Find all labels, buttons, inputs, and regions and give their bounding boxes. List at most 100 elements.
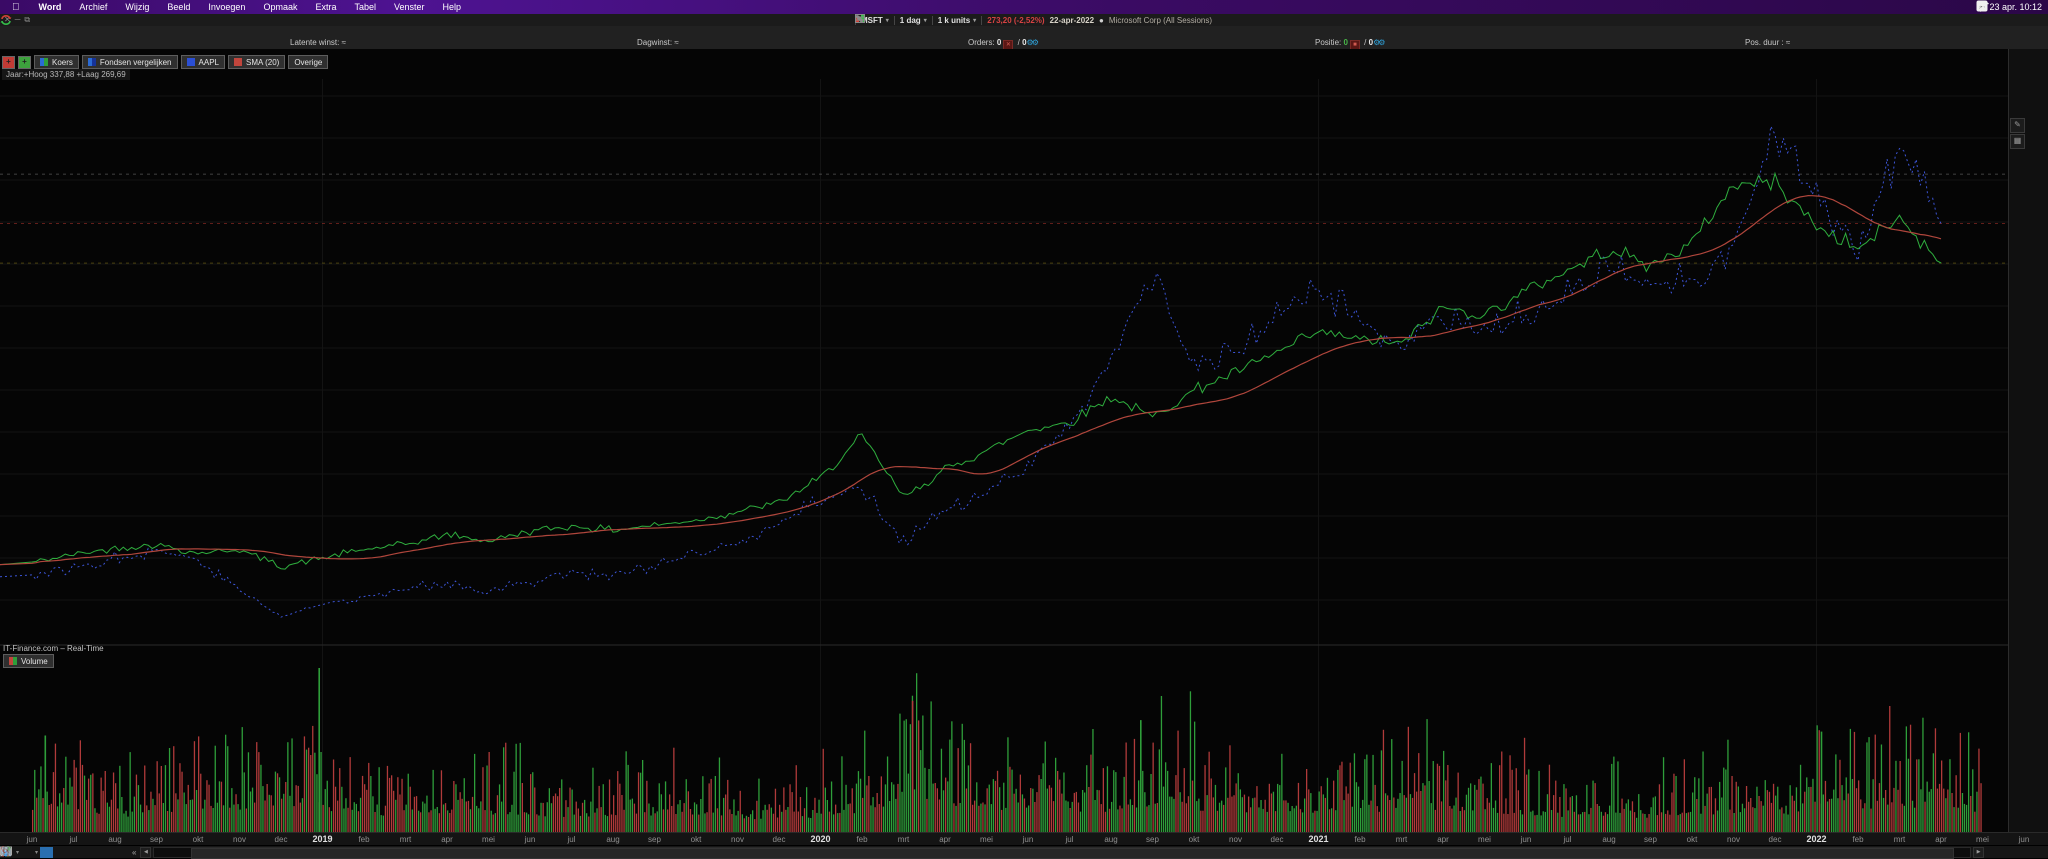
date-axis[interactable]: jun jul aug sep okt nov dec 2019 feb mrt apr mei jun… (0, 832, 2048, 846)
date-label-dec-30: dec (1270, 835, 1284, 844)
collapse-toolbar-icon[interactable]: « (132, 847, 137, 857)
candlestick-icon[interactable] (1, 846, 98, 858)
zoom-selection-icon[interactable] (0, 846, 1999, 858)
save-icon[interactable] (0, 846, 83, 858)
chevron-down-icon[interactable]: ▾ (16, 849, 20, 856)
refresh-icon[interactable] (0, 15, 12, 25)
position-count2: 0 (1368, 38, 1374, 47)
date-label-apr-10: apr (441, 835, 453, 844)
date-label-apr-46: apr (1935, 835, 1947, 844)
date-label-apr-22: apr (939, 835, 951, 844)
date-label-mrt-45: mrt (1893, 835, 1906, 844)
indicator-tool-icon[interactable] (0, 846, 34, 858)
volume-spike (1140, 720, 1142, 832)
ticker-toolbar: MSFT ▾ 1 dag ▾ 1 k units ▾ 273,20 (-2,52%) … (855, 14, 1212, 26)
menu-help[interactable]: Help (435, 2, 462, 12)
sell-plus-button[interactable]: + (2, 55, 15, 69)
buy-plus-button[interactable]: + (18, 55, 31, 69)
date-label-dec-6: dec (274, 835, 288, 844)
menu-wijzig[interactable]: Wijzig (117, 2, 149, 12)
volume-spike (1820, 731, 1823, 832)
position-duration-label: Pos. duur : ≈ (1745, 38, 1791, 47)
date-label-mrt-33: mrt (1395, 835, 1408, 844)
date-label-feb-8: feb (358, 835, 370, 844)
units-dropdown[interactable]: 1 k units ▾ (937, 15, 977, 25)
legend-tab-aapl[interactable]: AAPL (180, 55, 225, 69)
volume-spike (318, 668, 320, 832)
zoom-in-icon[interactable] (1, 846, 2029, 858)
menu-beeld[interactable]: Beeld (159, 2, 190, 12)
date-label-jun-12: jun (524, 835, 536, 844)
pen-settings-icon[interactable]: ✎ (2010, 118, 2025, 133)
phone-orders-icon[interactable] (0, 846, 128, 858)
date-label-okt-16: okt (690, 835, 702, 844)
date-label-nov-5: nov (233, 835, 246, 844)
keypad-icon[interactable]: ▦ (2010, 134, 2025, 149)
menu-venster[interactable]: Venster (386, 2, 425, 12)
last-price: 273,20 (-2,52%) (987, 15, 1045, 25)
menu-archief[interactable]: Archief (71, 2, 107, 12)
series-color-icon (186, 58, 195, 66)
symbol-dropdown[interactable]: MSFT ▾ (861, 15, 889, 25)
date-label-sep-39: sep (1644, 835, 1657, 844)
scroll-right-arrow[interactable]: ▶ (1973, 846, 1984, 858)
menu-word[interactable]: Word (31, 2, 62, 12)
menu-invoegen[interactable]: Invoegen (200, 2, 245, 12)
legend-tab-sma-20-[interactable]: SMA (20) (227, 55, 286, 69)
date-label-nov-41: nov (1727, 835, 1740, 844)
date-label-dec-42: dec (1768, 835, 1782, 844)
bottom-toolbar: ▾ ▾ « ◀ ▶ (0, 845, 2048, 859)
volume-tab[interactable]: Volume (3, 654, 54, 668)
menubar-clock[interactable]: Za 23 apr. 10:12 (1976, 2, 2042, 12)
chart-scrollbar[interactable] (153, 846, 1971, 859)
phone-icon[interactable] (855, 14, 864, 23)
date-label-jun-48: jun (2018, 835, 2030, 844)
window-controls[interactable]: ✕─⧉ (4, 15, 34, 25)
price-volume-chart[interactable]: 650,00%600,00%550,00%400,00%350,00%300,0… (0, 49, 2048, 844)
date-label-sep-27: sep (1146, 835, 1159, 844)
chevron-down-icon: ▾ (923, 17, 927, 24)
date-label-mei-47: mei (1976, 835, 1989, 844)
date-label-mrt-21: mrt (897, 835, 910, 844)
date-label-aug-2: aug (108, 835, 122, 844)
date-label-nov-17: nov (731, 835, 744, 844)
share-icon[interactable] (0, 846, 54, 858)
chevron-down-icon[interactable]: ▾ (35, 849, 39, 856)
legend-tab-koers[interactable]: Koers (34, 55, 79, 69)
copy-icon[interactable] (1, 847, 68, 858)
date-label-jul-37: jul (1563, 835, 1572, 844)
apple-menu-icon[interactable]:  (12, 2, 20, 13)
date-label-apr-34: apr (1437, 835, 1449, 844)
chart-legend: + + Koers Fondsen vergelijken AAPL SMA (20)… (2, 55, 329, 69)
chart-panel: 650,00%600,00%550,00%400,00%350,00%300,0… (0, 49, 2048, 844)
position-settings-icon[interactable]: ⚙⚙ (1373, 38, 1385, 47)
menu-extra[interactable]: Extra (307, 2, 336, 12)
series-color-icon (40, 58, 48, 66)
user-switch-icon[interactable] (1976, 0, 1988, 12)
legend-tab-fondsen-vergelijken[interactable]: Fondsen vergelijken (81, 55, 178, 69)
position-count: 0 (1343, 38, 1348, 47)
zoom-out-icon[interactable] (1, 846, 2014, 858)
screenshot-icon[interactable] (0, 846, 113, 858)
legend-tab-overige[interactable]: Overige (288, 55, 329, 69)
scroll-left-arrow[interactable]: ◀ (140, 846, 152, 858)
date-label-okt-40: okt (1686, 835, 1698, 844)
date-label-sep-3: sep (150, 835, 163, 844)
date-label-jul-1: jul (69, 835, 78, 844)
menu-opmaak[interactable]: Opmaak (255, 2, 297, 12)
date-label-aug-14: aug (606, 835, 620, 844)
volume-spike (911, 700, 914, 832)
orders-count2: 0 (1022, 38, 1027, 47)
date-label-feb-44: feb (1852, 835, 1864, 844)
date-label-aug-26: aug (1104, 835, 1118, 844)
date-label-okt-28: okt (1188, 835, 1200, 844)
series-color-icon (233, 58, 242, 66)
menubar-status-area: A Za 23 apr. 10:12 (1976, 0, 2042, 14)
menu-tabel[interactable]: Tabel (346, 2, 376, 12)
order-settings-icon[interactable]: ⚙⚙ (1026, 38, 1039, 47)
volume-spike (44, 735, 47, 832)
window-titlebar: ✕─⧉ MSFT ▾ 1 dag ▾ 1 k units ▾ 273,20 (-2,5… (0, 14, 2048, 26)
calendar-goto-icon[interactable] (0, 846, 2044, 858)
date-label-jun-24: jun (1022, 835, 1034, 844)
period-dropdown[interactable]: 1 dag ▾ (899, 15, 927, 25)
